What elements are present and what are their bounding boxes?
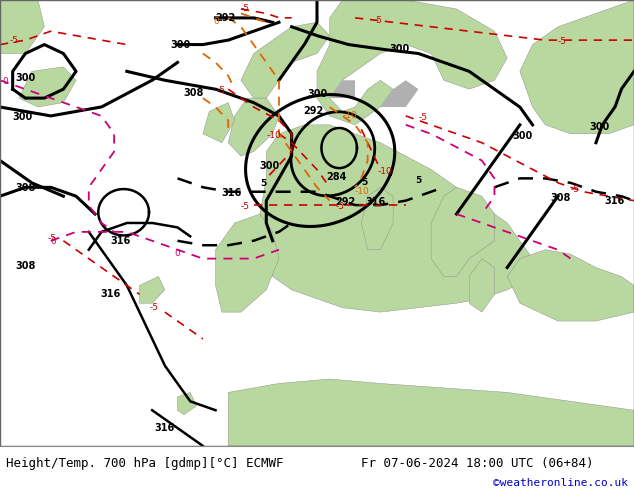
Text: -5: -5	[48, 234, 57, 243]
Text: -5: -5	[374, 17, 383, 25]
Text: -5: -5	[571, 185, 579, 194]
Text: -5: -5	[150, 303, 158, 312]
Text: 300: 300	[389, 45, 410, 54]
Text: -10: -10	[377, 167, 392, 176]
Text: 5: 5	[361, 178, 368, 187]
Text: 300: 300	[589, 122, 609, 132]
Text: 0: 0	[50, 237, 56, 246]
Text: 300: 300	[171, 41, 191, 50]
Text: 292: 292	[335, 197, 356, 207]
Polygon shape	[19, 67, 76, 107]
Text: 316: 316	[110, 236, 131, 246]
Text: 300: 300	[307, 89, 327, 98]
Text: 308: 308	[550, 194, 571, 203]
Text: ©weatheronline.co.uk: ©weatheronline.co.uk	[493, 478, 628, 489]
Text: 292: 292	[304, 106, 324, 117]
Polygon shape	[361, 187, 393, 250]
Text: -5: -5	[558, 37, 567, 46]
Polygon shape	[260, 125, 533, 312]
Polygon shape	[469, 259, 495, 312]
Text: 5: 5	[415, 176, 422, 185]
Text: -5: -5	[217, 86, 226, 95]
Polygon shape	[178, 392, 197, 415]
Text: 300: 300	[259, 161, 280, 171]
Polygon shape	[507, 250, 634, 321]
Polygon shape	[317, 0, 507, 125]
Polygon shape	[330, 80, 355, 98]
Text: 0: 0	[214, 17, 219, 26]
Text: 284: 284	[326, 172, 346, 182]
Text: 316: 316	[100, 289, 120, 299]
Text: 316: 316	[365, 197, 385, 207]
Polygon shape	[139, 276, 165, 303]
Text: -5: -5	[335, 201, 344, 211]
Text: 308: 308	[183, 88, 204, 98]
Text: 300: 300	[13, 112, 33, 122]
Text: Fr 07-06-2024 18:00 UTC (06+84): Fr 07-06-2024 18:00 UTC (06+84)	[361, 457, 594, 470]
Polygon shape	[0, 0, 44, 53]
Polygon shape	[520, 0, 634, 134]
Text: 0: 0	[174, 249, 181, 258]
Text: 316: 316	[605, 196, 625, 206]
Text: -5: -5	[241, 4, 250, 13]
Text: 0: 0	[3, 76, 8, 86]
Polygon shape	[228, 98, 279, 156]
Polygon shape	[216, 214, 279, 312]
Text: Height/Temp. 700 hPa [gdmp][°C] ECMWF: Height/Temp. 700 hPa [gdmp][°C] ECMWF	[6, 457, 284, 470]
Text: -10: -10	[267, 131, 281, 140]
Polygon shape	[431, 187, 495, 276]
Text: 292: 292	[215, 13, 235, 23]
Polygon shape	[380, 80, 418, 107]
Text: 300: 300	[512, 131, 533, 141]
Text: -5: -5	[418, 113, 427, 122]
Text: 5: 5	[260, 179, 266, 188]
Polygon shape	[241, 22, 330, 98]
Polygon shape	[228, 379, 634, 446]
Text: -5: -5	[241, 201, 250, 211]
Text: 316: 316	[221, 188, 242, 198]
Text: 316: 316	[155, 423, 175, 433]
Text: -10: -10	[342, 111, 357, 121]
Text: 300: 300	[16, 73, 36, 83]
Text: 308: 308	[16, 261, 36, 271]
Text: 308: 308	[16, 183, 36, 193]
Text: -10: -10	[355, 187, 370, 196]
Text: -5: -5	[10, 36, 18, 45]
Polygon shape	[203, 102, 235, 143]
